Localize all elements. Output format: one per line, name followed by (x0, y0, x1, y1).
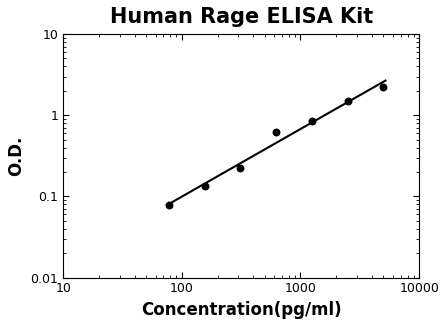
Y-axis label: O.D.: O.D. (7, 136, 25, 176)
X-axis label: Concentration(pg/ml): Concentration(pg/ml) (141, 301, 342, 319)
Point (309, 118, 316, 124)
Title: Human Rage ELISA Kit: Human Rage ELISA Kit (110, 7, 373, 27)
Point (344, 98, 351, 104)
Point (237, 165, 244, 170)
Point (273, 129, 280, 134)
Point (165, 202, 173, 208)
Point (380, 85, 387, 90)
Point (201, 183, 208, 188)
